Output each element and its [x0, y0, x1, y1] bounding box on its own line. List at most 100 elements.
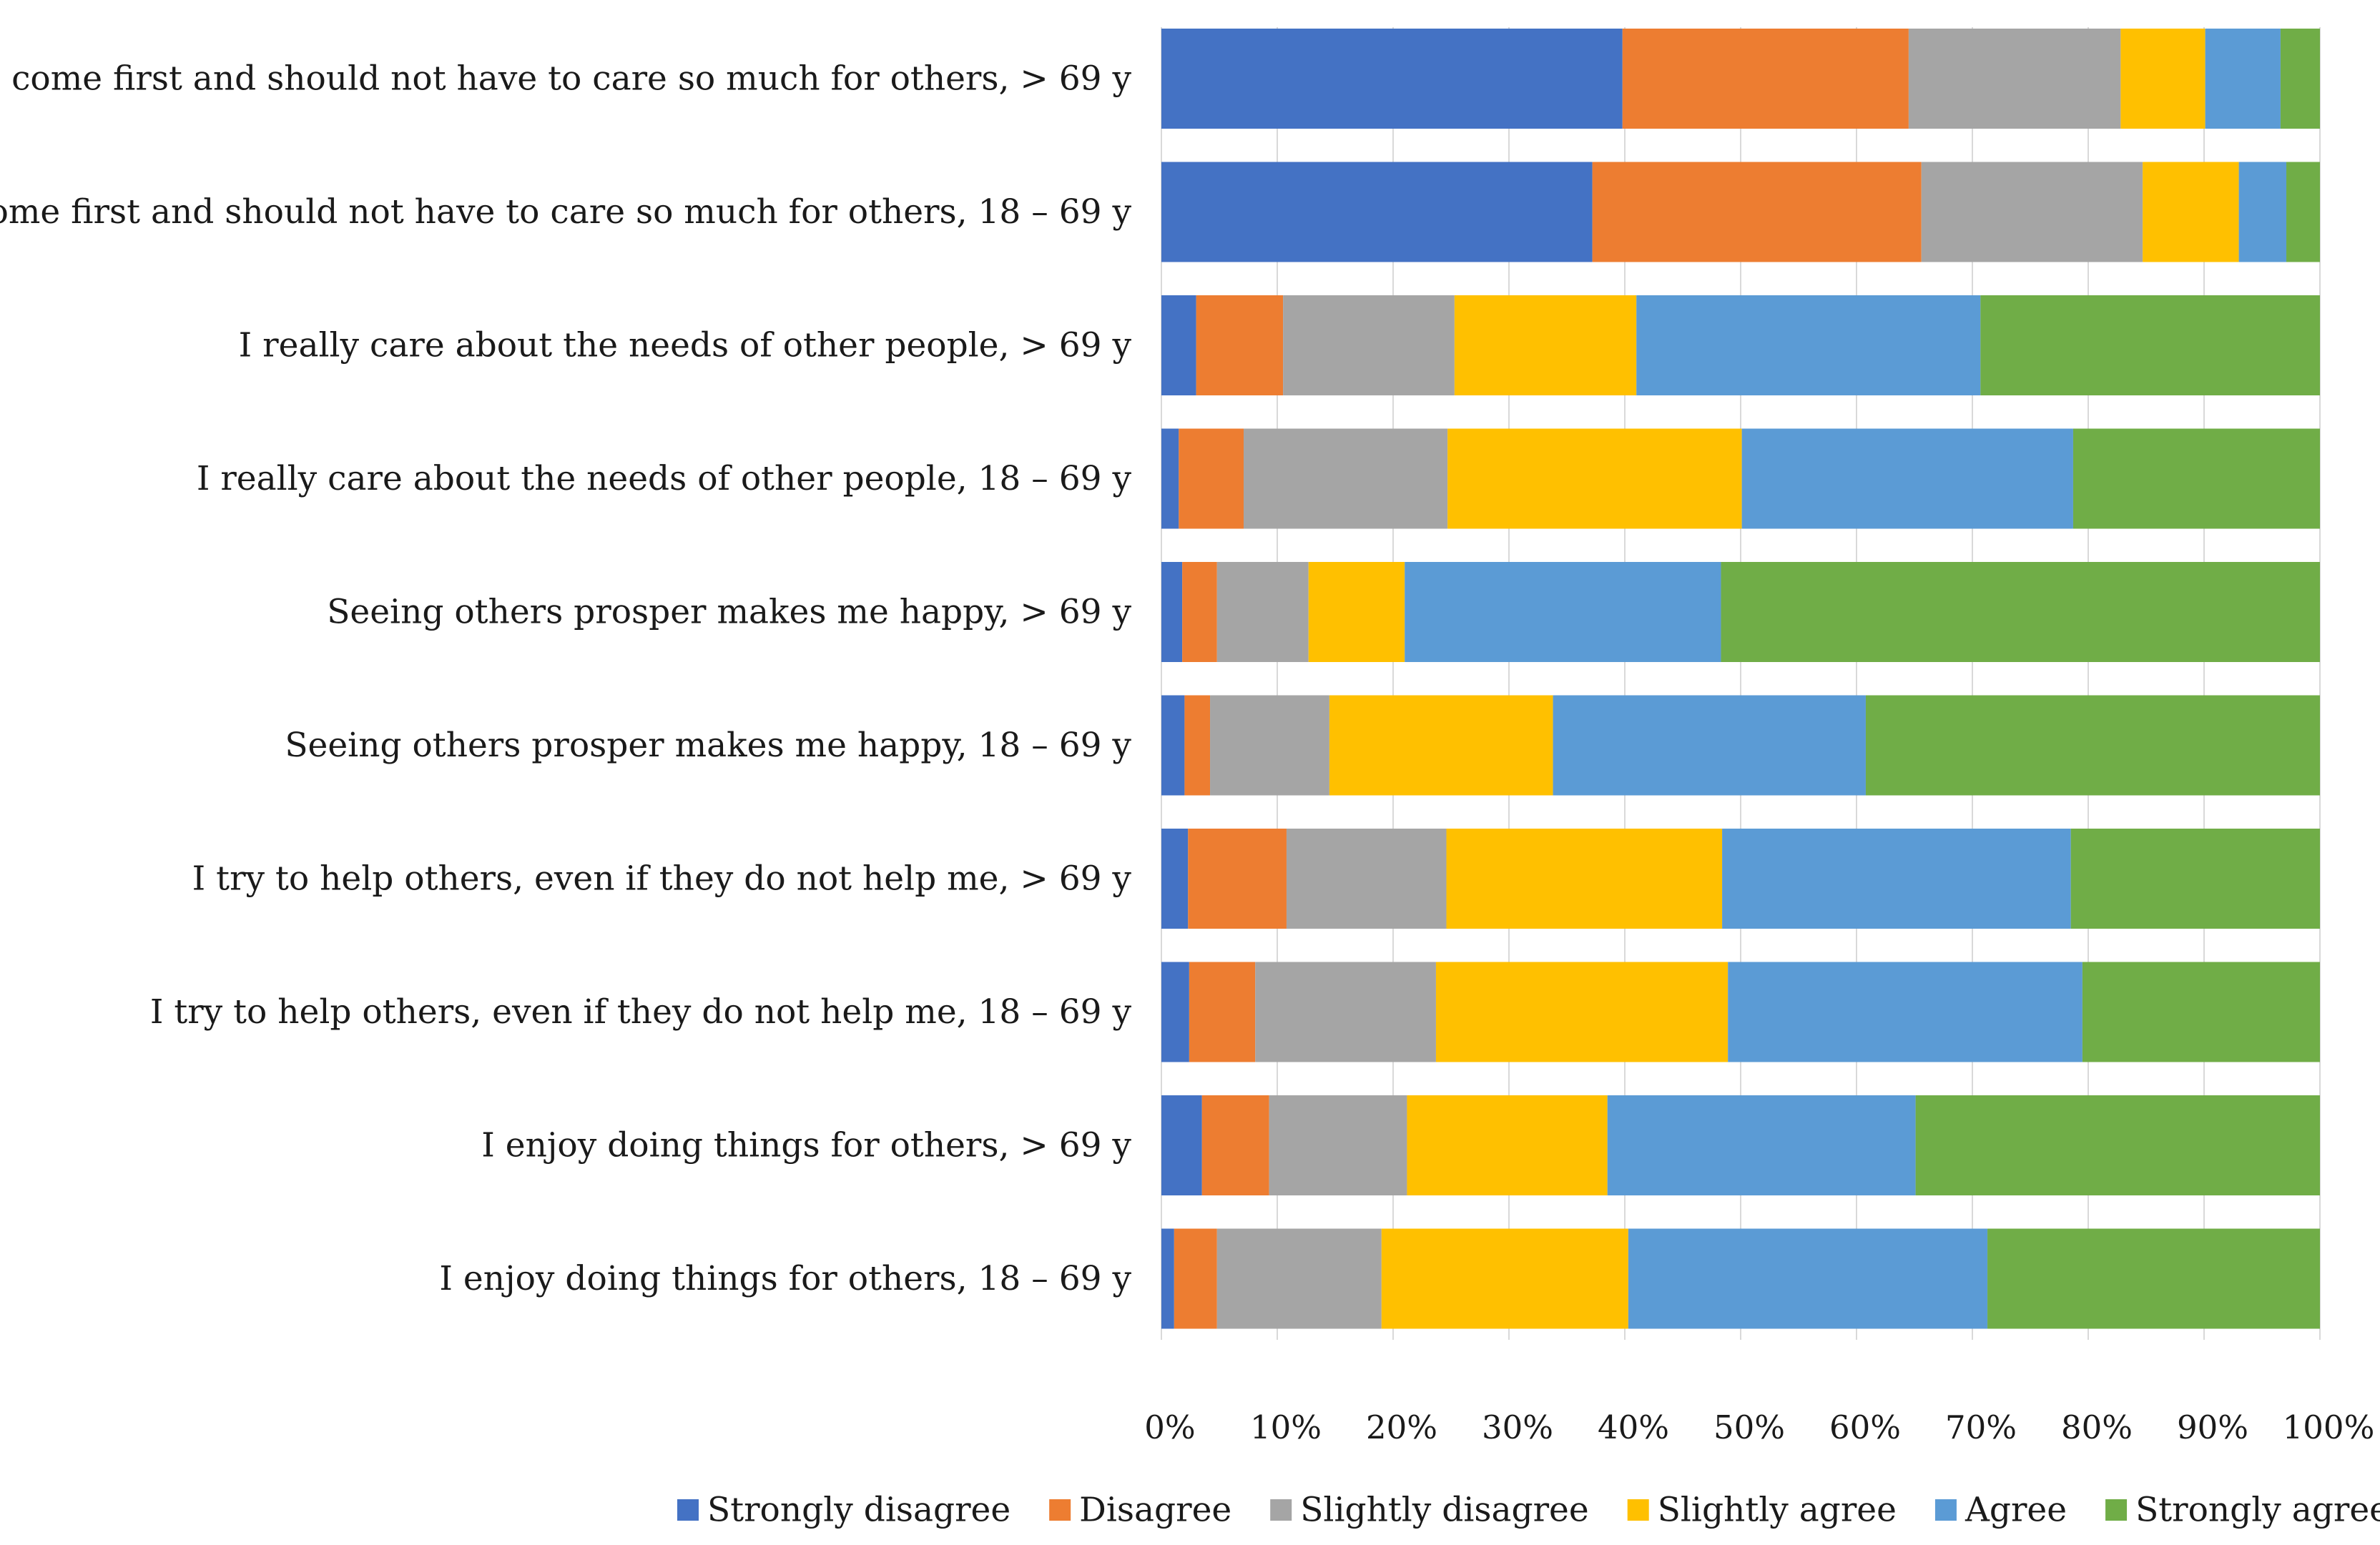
legend-swatch [1627, 1499, 1649, 1521]
bar-segment [1184, 695, 1211, 796]
category-label: I enjoy doing things for others, 18 – 69… [439, 1259, 1131, 1298]
bar-segment [2205, 29, 2281, 129]
bar-segment [1161, 29, 1623, 129]
x-tick-label: 100% [2283, 1408, 2375, 1446]
category-label: I try to help others, even if they do no… [150, 992, 1132, 1032]
bar-segment [1447, 428, 1742, 529]
x-tick-label: 80% [2061, 1408, 2133, 1446]
legend-label: Disagree [1079, 1491, 1231, 1530]
bar-segment [1174, 1228, 1217, 1329]
bar-segment [1161, 428, 1179, 529]
bar-segment [1592, 162, 1922, 262]
bar-segment [1865, 695, 2320, 796]
category-label: I enjoy doing things for others, > 69 y [481, 1126, 1131, 1165]
bar-segment [1636, 295, 1981, 395]
legend-item: Slightly disagree [1270, 1491, 1589, 1530]
bar-segment [1161, 962, 1189, 1062]
bar-segment [1201, 1095, 1269, 1195]
bars [1161, 29, 2320, 1329]
bar-segment [1161, 162, 1593, 262]
legend-swatch [2105, 1499, 2128, 1521]
x-axis-tick-labels: 0% 10% 20% 30% 40% 50% 60% 70% 80% 90% 100% [1144, 1408, 2374, 1446]
legend-item: Strongly agree [2105, 1491, 2380, 1530]
category-label: I come first and should not have to care… [0, 59, 1131, 99]
legend-label: Agree [1965, 1491, 2067, 1530]
x-tick-label: 30% [1482, 1408, 1553, 1446]
bar-segment [2286, 162, 2320, 262]
bar-segment [1329, 695, 1553, 796]
bar-segment [1908, 29, 2121, 129]
bar-segment [1728, 962, 2082, 1062]
bar-segment [1286, 829, 1447, 929]
legend-swatch [1934, 1499, 1957, 1521]
bar-segment [1721, 562, 2320, 662]
bar-segment [1244, 428, 1448, 529]
bar-segment [1987, 1228, 2320, 1329]
bar-segment [1741, 428, 2073, 529]
bar-segment [1454, 295, 1637, 395]
bar-segment [1182, 562, 1217, 662]
legend-label: Slightly disagree [1300, 1491, 1588, 1530]
legend-item: Agree [1934, 1491, 2067, 1530]
category-label: I really care about the needs of other p… [197, 459, 1132, 498]
legend-item: Slightly agree [1627, 1491, 1897, 1530]
bar-segment [1405, 562, 1721, 662]
bar-segment [1161, 1095, 1202, 1195]
bar-segment [1161, 829, 1189, 929]
bar-segment [1553, 695, 1866, 796]
x-tick-label: 50% [1713, 1408, 1785, 1446]
legend-swatch [677, 1499, 699, 1521]
category-label: I come first and should not have to care… [0, 192, 1131, 232]
legend-label: Strongly agree [2135, 1491, 2380, 1530]
bar-segment [1607, 1095, 1916, 1195]
bar-segment [1179, 428, 1244, 529]
bar-segment [1915, 1095, 2320, 1195]
category-label: I really care about the needs of other p… [239, 326, 1132, 365]
legend: Strongly disagree Disagree Slightly disagr… [677, 1491, 2380, 1530]
bar-segment [1216, 1228, 1382, 1329]
bar-segment [1980, 295, 2320, 395]
bar-segment [1381, 1228, 1628, 1329]
x-tick-label: 20% [1366, 1408, 1437, 1446]
legend-swatch [1270, 1499, 1292, 1521]
legend-label: Slightly agree [1658, 1491, 1897, 1530]
bar-segment [2280, 29, 2320, 129]
category-label: I try to help others, even if they do no… [192, 859, 1132, 899]
bar-segment [2120, 29, 2206, 129]
bar-segment [2143, 162, 2239, 262]
bar-segment [1255, 962, 1436, 1062]
bar-segment [1446, 829, 1723, 929]
legend-item: Disagree [1049, 1491, 1231, 1530]
bar-segment [1189, 962, 1256, 1062]
bar-segment [1161, 695, 1185, 796]
bar-segment [1196, 295, 1284, 395]
category-label: Seeing others prosper makes me happy, 18… [285, 726, 1131, 765]
bar-segment [1161, 1228, 1174, 1329]
bar-segment [1722, 829, 2071, 929]
bar-segment [1269, 1095, 1407, 1195]
x-tick-label: 60% [1829, 1408, 1901, 1446]
x-tick-label: 90% [2177, 1408, 2248, 1446]
category-label: Seeing others prosper makes me happy, > … [327, 593, 1131, 632]
bar-segment [1308, 562, 1405, 662]
bar-segment [1628, 1228, 1988, 1329]
bar-segment [1210, 695, 1329, 796]
bar-segment [1622, 29, 1909, 129]
legend-label: Strongly disagree [707, 1491, 1010, 1530]
bar-segment [1283, 295, 1455, 395]
bar-segment [1161, 295, 1196, 395]
bar-segment [2238, 162, 2287, 262]
category-labels: I come first and should not have to care… [0, 59, 1131, 1299]
bar-segment [1407, 1095, 1608, 1195]
x-tick-label: 70% [1945, 1408, 2017, 1446]
bar-segment [2072, 428, 2320, 529]
bar-segment [2082, 962, 2320, 1062]
x-tick-label: 40% [1598, 1408, 1669, 1446]
bar-segment [1188, 829, 1287, 929]
x-tick-label: 10% [1250, 1408, 1322, 1446]
bar-segment [2070, 829, 2320, 929]
legend-item: Strongly disagree [677, 1491, 1010, 1530]
x-tick-label: 0% [1144, 1408, 1195, 1446]
bar-segment [1435, 962, 1729, 1062]
